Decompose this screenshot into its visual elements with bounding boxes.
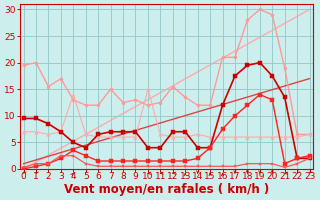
X-axis label: Vent moyen/en rafales ( km/h ): Vent moyen/en rafales ( km/h ) [64, 183, 269, 196]
